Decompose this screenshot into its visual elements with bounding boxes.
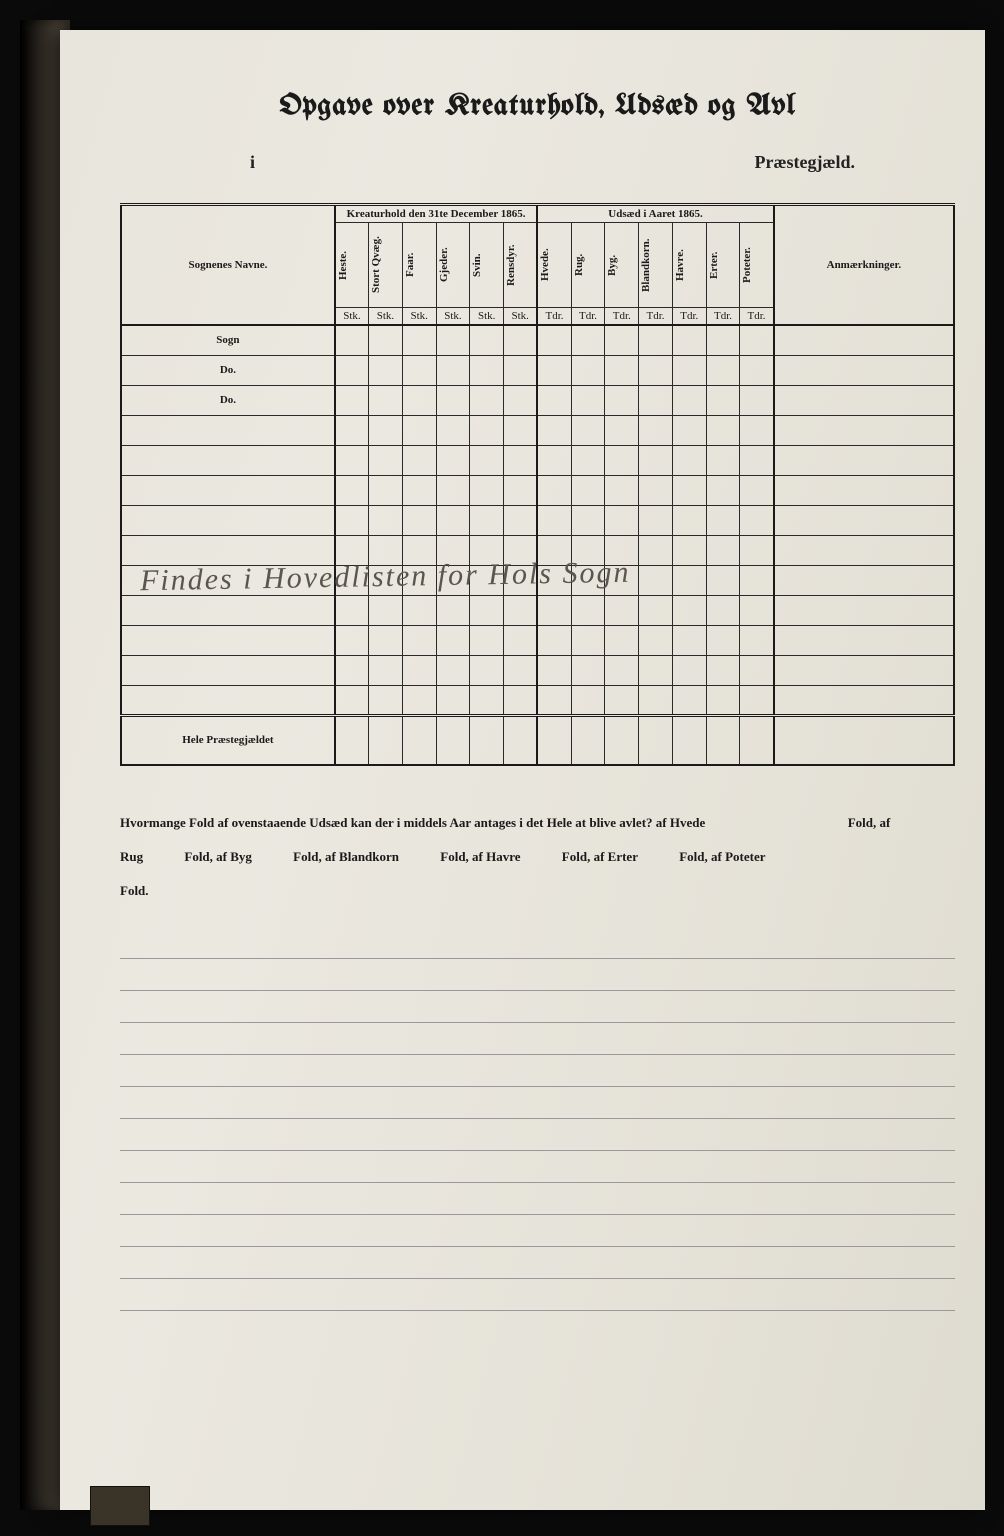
unit: Stk. [436, 308, 470, 326]
col-rug: Rug. [573, 225, 585, 305]
ledger-table: Sognenes Navne. Kreaturhold den 31te Dec… [120, 203, 955, 766]
footer-erter: Fold, af Erter [562, 849, 638, 864]
row-do2: Do. [121, 385, 335, 415]
col-qvaeg: Stort Qvæg. [370, 225, 382, 305]
footer-fold: Fold, af [848, 815, 891, 830]
col-rensdyr: Rensdyr. [505, 225, 517, 305]
col-havre: Havre. [674, 225, 686, 305]
footer-tail: Fold. [120, 883, 149, 898]
footer-rug: Rug [120, 849, 143, 864]
blank-ruled-lines [120, 927, 955, 1311]
unit: Stk. [470, 308, 504, 326]
unit: Tdr. [537, 308, 571, 326]
unit: Stk. [335, 308, 369, 326]
col-gjeder: Gjeder. [438, 225, 450, 305]
col-poteter: Poteter. [741, 225, 753, 305]
sub-right: Præstegjæld. [755, 152, 855, 173]
col-header-sogn: Sognenes Navne. [121, 205, 335, 326]
archival-tab [90, 1486, 150, 1526]
subtitle-line: i Præstegjæld. [120, 152, 955, 173]
unit: Tdr. [672, 308, 706, 326]
col-header-kreatur: Kreaturhold den 31te December 1865. [335, 205, 538, 223]
unit: Tdr. [605, 308, 639, 326]
col-heste: Heste. [337, 225, 349, 305]
footer-poteter: Fold, af Poteter [679, 849, 765, 864]
unit: Tdr. [571, 308, 605, 326]
footer-havre: Fold, af Havre [440, 849, 520, 864]
footer-lead: Hvormange Fold af ovenstaaende Udsæd kan… [120, 815, 705, 830]
col-blandkorn: Blandkorn. [640, 225, 652, 305]
col-header-udsaed: Udsæd i Aaret 1865. [537, 205, 773, 223]
footer-blandkorn: Fold, af Blandkorn [293, 849, 399, 864]
row-sogn: Sogn [121, 325, 335, 355]
row-total: Hele Præstegjældet [121, 715, 335, 765]
page-title: Opgave over Kreaturhold, Udsæd og Avl [120, 90, 955, 122]
col-header-notes: Anmærkninger. [774, 205, 954, 326]
unit: Tdr. [639, 308, 673, 326]
row-do1: Do. [121, 355, 335, 385]
footer-question: Hvormange Fold af ovenstaaende Udsæd kan… [120, 806, 955, 907]
unit: Stk. [402, 308, 436, 326]
document-page: Opgave over Kreaturhold, Udsæd og Avl i … [60, 30, 985, 1510]
col-erter: Erter. [708, 225, 720, 305]
unit: Stk. [369, 308, 403, 326]
col-faar: Faar. [404, 225, 416, 305]
col-svin: Svin. [471, 225, 483, 305]
col-byg: Byg. [606, 225, 618, 305]
unit: Stk. [504, 308, 538, 326]
unit: Tdr. [740, 308, 774, 326]
unit: Tdr. [706, 308, 740, 326]
footer-byg: Fold, af Byg [184, 849, 252, 864]
sub-left: i [250, 152, 255, 173]
col-hvede: Hvede. [539, 225, 551, 305]
